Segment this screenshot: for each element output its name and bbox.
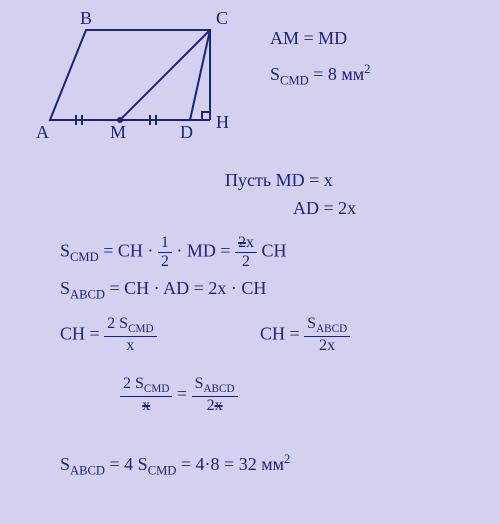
final-rhs: = 4·8 = 32 мм	[176, 454, 284, 474]
ch1-den: x	[104, 337, 156, 354]
sabcd-rhs: = CH · AD = 2x · CH	[105, 278, 266, 298]
label-A: A	[36, 122, 49, 143]
eq-final: SABCD = 4 SCMD = 4·8 = 32 мм2	[60, 452, 290, 479]
given-eq2: SCMD = 8 мм2	[270, 62, 370, 89]
final-S: S	[60, 454, 70, 474]
ch2-num-text: S	[307, 315, 316, 332]
scmd-mid: = CH ·	[99, 241, 158, 261]
eq-sabcd: SABCD = CH · AD = 2x · CH	[60, 278, 266, 303]
ch2-num: SABCD	[304, 316, 350, 337]
given-eq2-sup: 2	[364, 62, 370, 76]
eq-ch1: CH = 2 SCMDx	[60, 316, 157, 354]
let-line1: Пусть MD = x	[225, 170, 333, 191]
final-sub2: CMD	[148, 464, 177, 478]
eqfrac-rnum: SABCD	[192, 376, 238, 397]
ch2-num-sub: ABCD	[316, 323, 347, 335]
label-B: B	[80, 8, 92, 29]
scmd-mid2: · MD =	[172, 241, 235, 261]
ch2-den: 2x	[304, 337, 350, 354]
eq-fracs: 2 SCMDx = SABCD2x	[120, 376, 238, 414]
given-eq2-sub: CMD	[280, 74, 309, 88]
scmd-S: S	[60, 241, 70, 261]
given-eq2-S: S	[270, 64, 280, 84]
scmd-half-num: 1	[158, 235, 172, 253]
label-H: H	[216, 112, 229, 133]
ch1-frac: 2 SCMDx	[104, 316, 156, 354]
eqfrac-lnum-sub: CMD	[144, 383, 170, 395]
given-eq1: AM = MD	[270, 28, 347, 49]
eqfrac-lnum: 2 SCMD	[120, 376, 172, 397]
eqfrac-lnum-text: 2 S	[123, 375, 144, 392]
eqfrac-right: SABCD2x	[192, 376, 238, 414]
sabcd-S: S	[60, 278, 70, 298]
ch1-num-text: 2 S	[107, 315, 128, 332]
scmd-rden: 2	[235, 253, 257, 270]
let-line2: AD = 2x	[293, 198, 356, 219]
eqfrac-rden: 2x	[192, 397, 238, 414]
scmd-tail: CH	[257, 241, 287, 261]
eqfrac-lden: x	[120, 397, 172, 414]
scmd-strike: 2	[238, 234, 246, 251]
label-C: C	[216, 8, 228, 29]
ch1-num-sub: CMD	[128, 323, 154, 335]
ch1-lhs: CH =	[60, 323, 104, 343]
scmd-rnum: 2x	[235, 235, 257, 253]
eq-ch2: CH = SABCD2x	[260, 316, 350, 354]
final-mid: = 4 S	[105, 454, 148, 474]
given-eq2-rhs: = 8 мм	[309, 64, 364, 84]
parallelogram-svg	[40, 20, 250, 160]
let-word: Пусть	[225, 170, 271, 190]
final-sup: 2	[284, 452, 290, 466]
eq-scmd: SCMD = CH · 12 · MD = 2x2 CH	[60, 235, 287, 270]
geometry-diagram: B C A M D H	[40, 20, 250, 160]
eqfrac-left: 2 SCMDx	[120, 376, 172, 414]
sabcd-sub: ABCD	[70, 288, 105, 302]
scmd-half-den: 2	[158, 253, 172, 270]
eqfrac-eq: =	[172, 383, 191, 403]
ch1-num: 2 SCMD	[104, 316, 156, 337]
eqfrac-rnum-sub: ABCD	[203, 383, 234, 395]
label-D: D	[180, 122, 193, 143]
let-md: MD = x	[276, 170, 333, 190]
final-sub1: ABCD	[70, 464, 105, 478]
scmd-half: 12	[158, 235, 172, 270]
ch2-lhs: CH =	[260, 323, 304, 343]
ch2-frac: SABCD2x	[304, 316, 350, 354]
scmd-rfrac: 2x2	[235, 235, 257, 270]
label-M: M	[110, 122, 126, 143]
scmd-rnum-x: x	[246, 234, 254, 251]
scmd-sub: CMD	[70, 250, 99, 264]
